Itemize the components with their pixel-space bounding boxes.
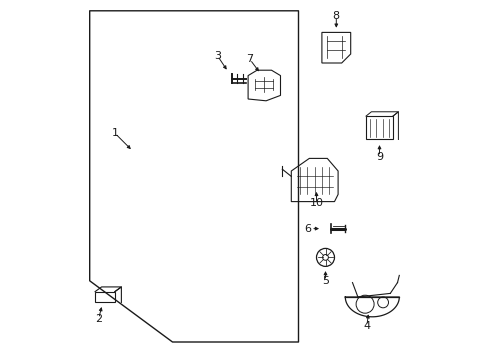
Text: 1: 1 xyxy=(111,128,118,138)
Text: 7: 7 xyxy=(246,54,253,64)
Text: 5: 5 xyxy=(321,276,328,286)
Text: 9: 9 xyxy=(375,152,382,162)
Bar xyxy=(95,292,115,302)
Text: 10: 10 xyxy=(309,198,323,208)
Text: 6: 6 xyxy=(304,224,310,234)
Text: 2: 2 xyxy=(95,314,102,324)
Text: 3: 3 xyxy=(214,51,221,61)
Text: 4: 4 xyxy=(363,321,370,331)
Text: 8: 8 xyxy=(332,11,339,21)
Bar xyxy=(365,116,392,139)
